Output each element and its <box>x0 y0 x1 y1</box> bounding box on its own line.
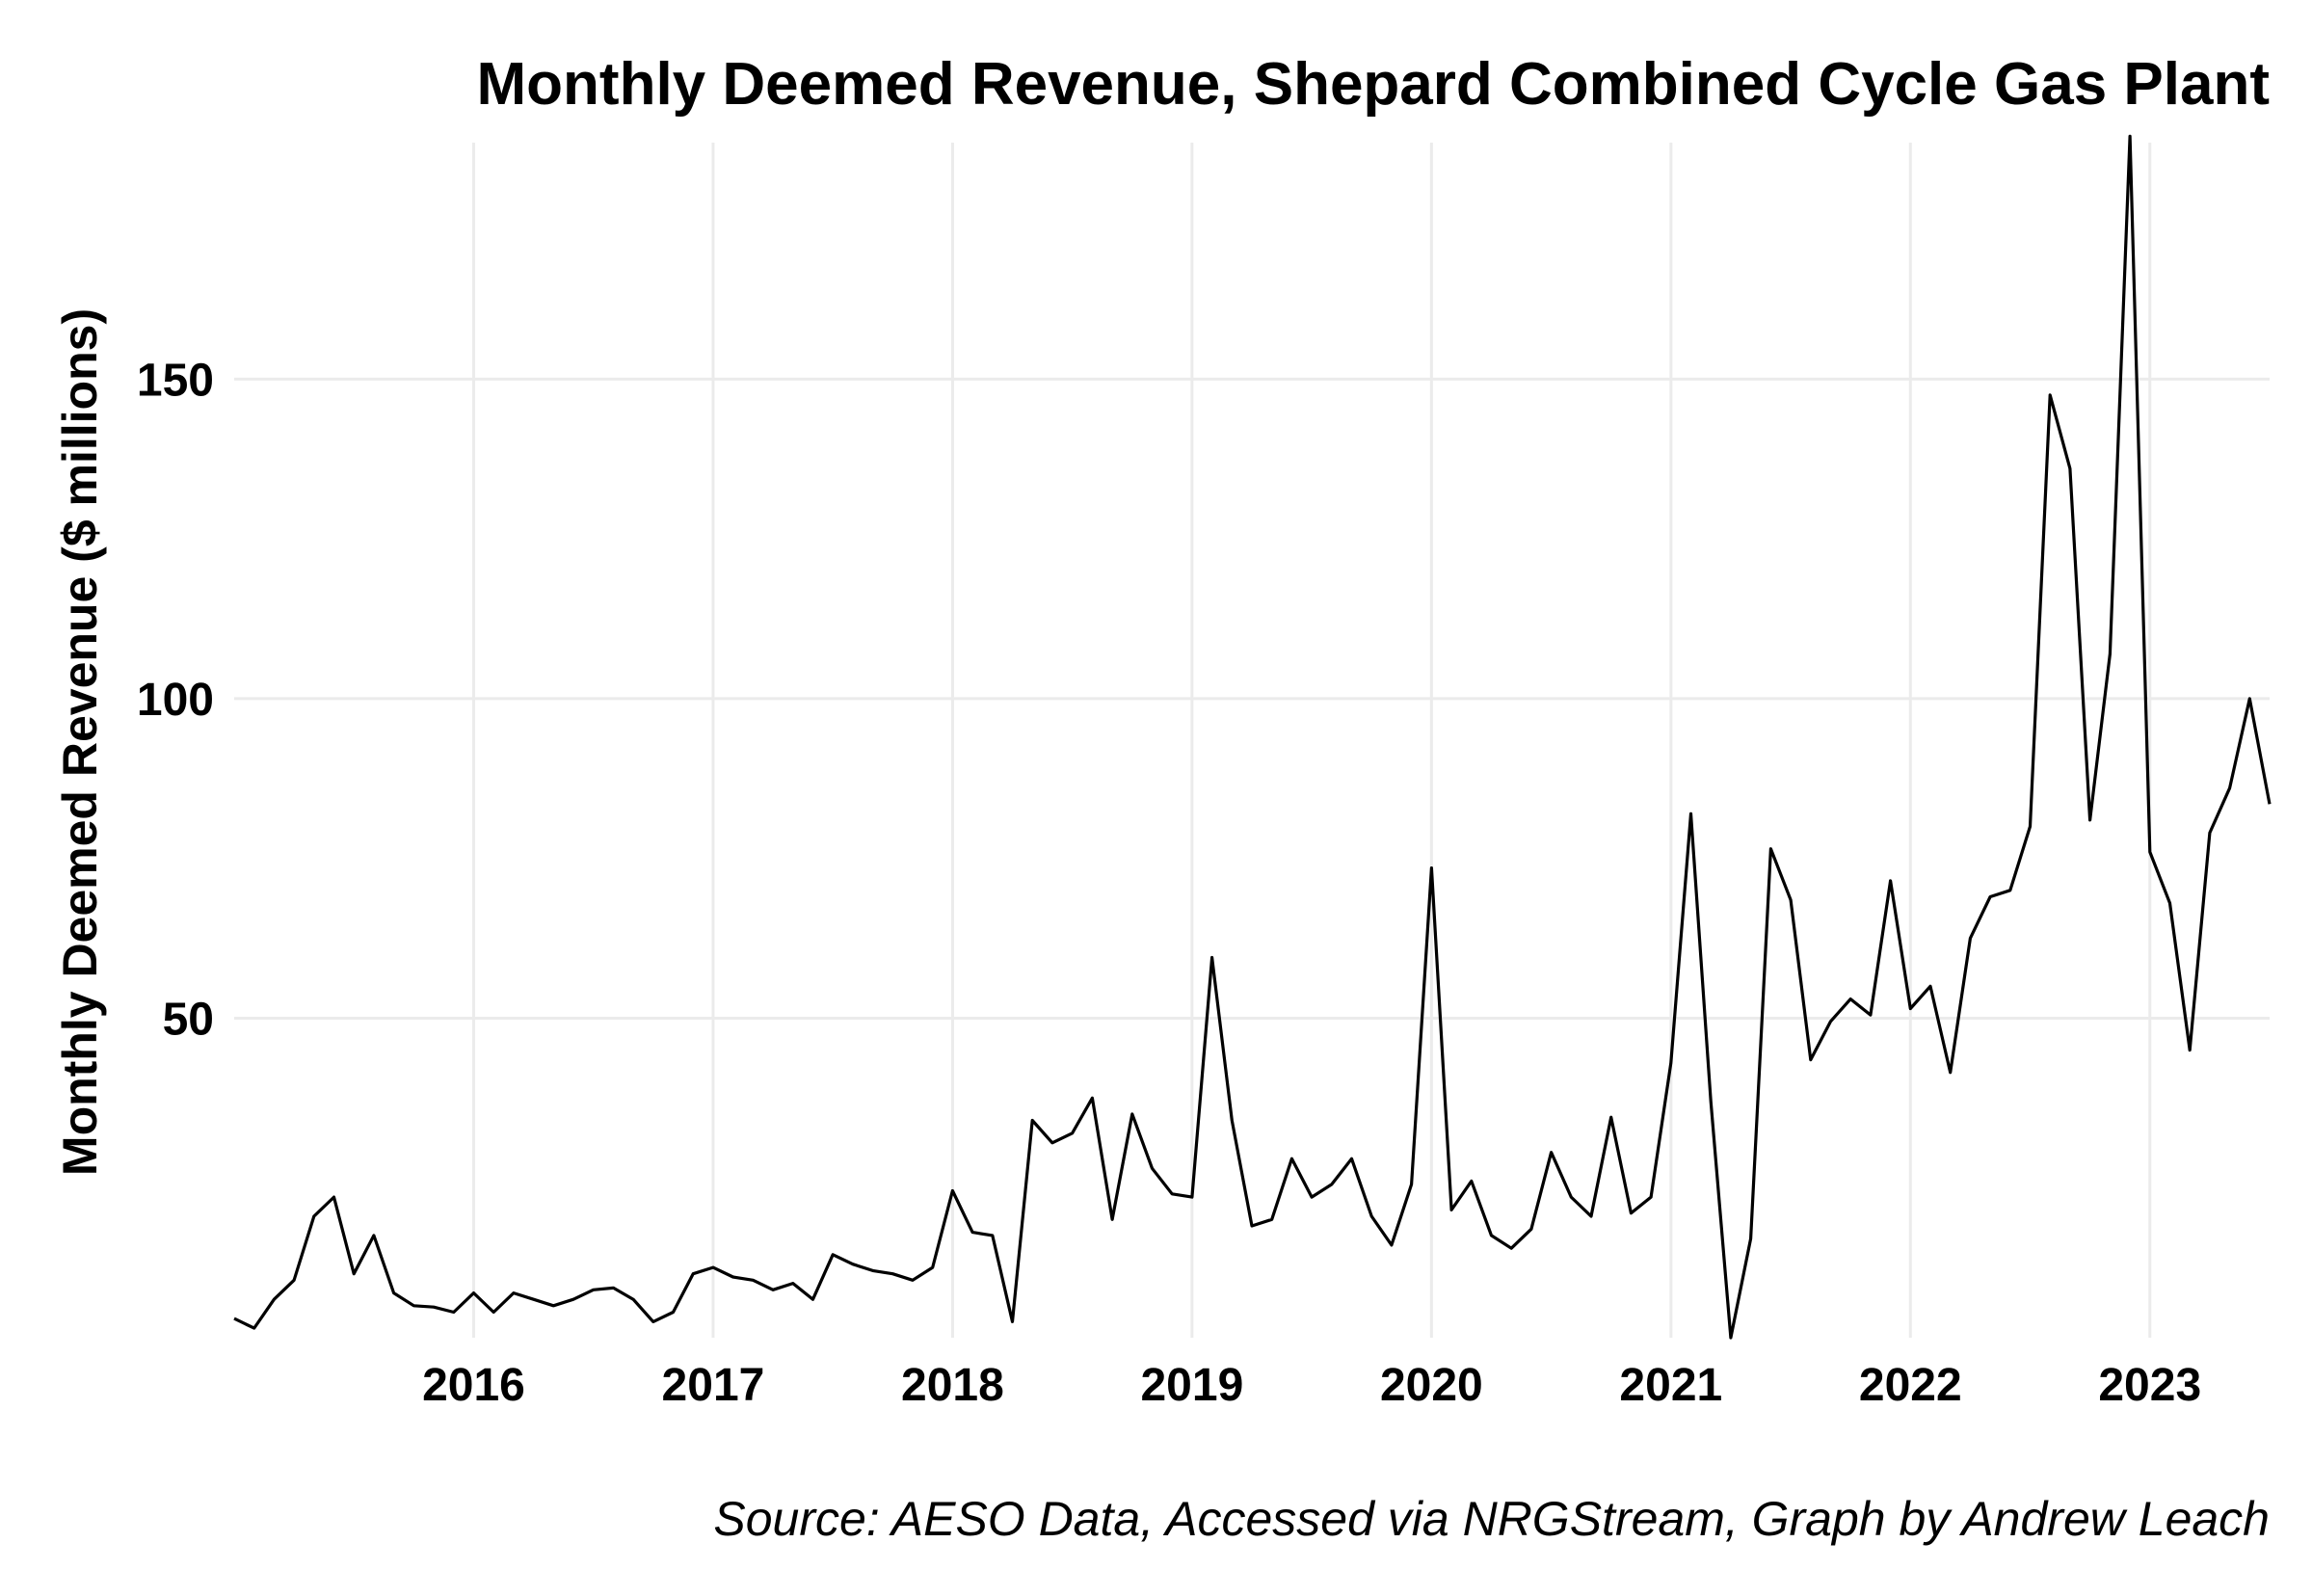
y-tick-label-100: 100 <box>137 675 214 726</box>
y-tick-label-50: 50 <box>163 994 214 1045</box>
x-tick-label-2017: 2017 <box>662 1360 765 1411</box>
x-tick-label-2018: 2018 <box>901 1360 1004 1411</box>
chart-title: Monthly Deemed Revenue, Shepard Combined… <box>477 51 2270 118</box>
x-axis-ticks: 2016 2017 2018 2019 2020 2021 2022 2023 <box>422 1360 2201 1411</box>
series-line <box>233 134 2272 1340</box>
grid-lines <box>234 143 2270 1338</box>
x-tick-label-2021: 2021 <box>1619 1360 1722 1411</box>
x-tick-label-2016: 2016 <box>422 1360 525 1411</box>
x-tick-label-2022: 2022 <box>1859 1360 1962 1411</box>
y-axis-ticks: 50 100 150 <box>137 355 214 1045</box>
x-tick-label-2020: 2020 <box>1380 1360 1483 1411</box>
y-tick-label-150: 150 <box>137 355 214 406</box>
x-tick-label-2023: 2023 <box>2098 1360 2201 1411</box>
x-tick-label-2019: 2019 <box>1140 1360 1243 1411</box>
source-caption: Source: AESO Data, Accessed via NRGStrea… <box>713 1492 2270 1546</box>
y-axis-label: Monthly Deemed Revenue ($ millions) <box>53 308 107 1176</box>
